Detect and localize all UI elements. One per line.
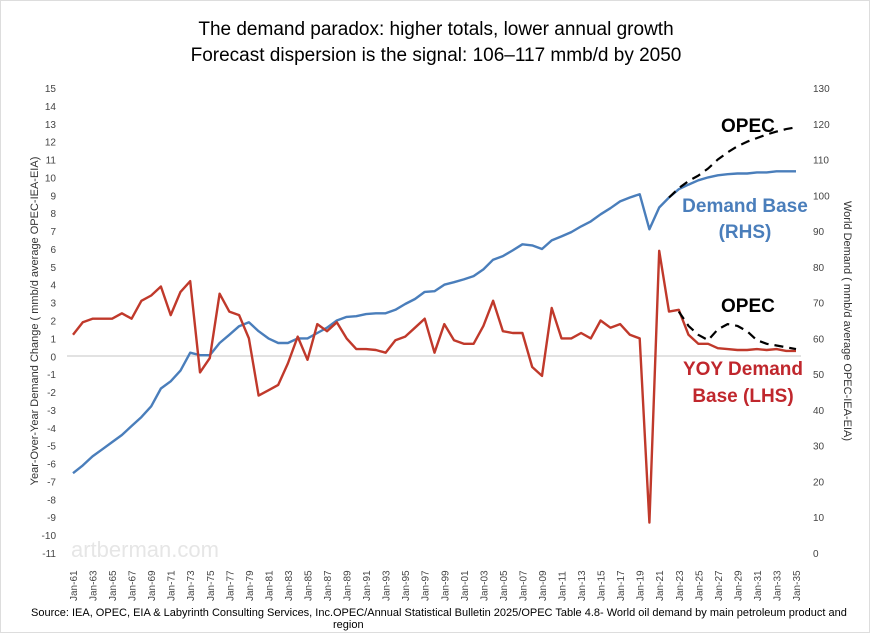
y-right-tick-label: 10 [813,513,825,524]
x-tick-label: Jan-97 [421,570,432,601]
x-tick-label: Jan-19 [636,570,647,601]
x-tick-label: Jan-07 [518,570,529,601]
y-right-tick-label: 130 [813,84,830,95]
x-tick-label: Jan-95 [401,570,412,601]
series-line-yoy-demand-base-lhs--left [72,249,796,524]
y-right-tick-label: 30 [813,442,825,453]
x-tick-label: Jan-65 [108,570,119,601]
y-right-tick-label: 20 [813,477,825,488]
x-tick-label: Jan-87 [323,570,334,601]
y-left-tick-label: -5 [47,442,56,453]
y-left-tick-label: -2 [47,388,56,399]
x-tick-label: Jan-15 [597,570,608,601]
annotation-demand-base-2: (RHS) [719,222,772,243]
x-tick-label: Jan-91 [362,570,373,601]
x-tick-label: Jan-63 [89,570,100,601]
y-left-tick-label: -10 [42,531,57,542]
y-left-tick-label: 14 [45,102,57,113]
y-right-tick-label: 110 [813,156,829,167]
y-right-tick-label: 50 [813,370,825,381]
y-right-tick-label: 90 [813,227,825,238]
x-tick-label: Jan-93 [382,570,393,601]
y-left-tick-label: 11 [46,156,57,167]
y-right-tick-label: 0 [813,549,819,560]
y-right-tick-label: 120 [813,120,830,131]
y-left-tick-label: 4 [50,281,56,292]
x-tick-label: Jan-25 [694,570,705,601]
x-tick-label: Jan-35 [792,570,803,601]
y-left-tick-label: -7 [47,477,56,488]
x-tick-label: Jan-09 [538,570,549,601]
y-left-tick-label: -11 [42,549,56,560]
x-tick-label: Jan-67 [128,570,139,601]
y-left-tick-label: 9 [50,191,56,202]
y-axis-right-label: World Demand ( mmb/d average OPEC-IEA-EI… [841,201,853,441]
x-tick-label: Jan-01 [460,570,471,601]
x-tick-label: Jan-79 [245,570,256,601]
x-tick-label: Jan-81 [264,570,275,601]
watermark: artberman.com [71,537,219,562]
x-tick-label: Jan-03 [479,570,490,601]
x-tick-label: Jan-27 [714,570,725,601]
x-tick-label: Jan-11 [558,571,569,601]
annotation-demand-base-1: Demand Base [682,196,808,217]
y-right-tick-label: 100 [813,191,830,202]
y-left-tick-label: -8 [47,495,56,506]
x-tick-label: Jan-13 [577,570,588,601]
chart-subtitle: Forecast dispersion is the signal: 106–1… [190,45,682,66]
x-tick-label: Jan-29 [733,570,744,601]
y-left-tick-label: -1 [47,370,56,381]
y-right-tick-label: 60 [813,334,825,345]
annotation-opec-lower: OPEC [721,296,775,317]
x-tick-label: Jan-69 [147,570,158,601]
annotation-opec-upper: OPEC [721,116,775,137]
y-left-tick-label: 3 [50,299,56,310]
y-left-tick-label: 7 [50,227,56,238]
x-tick-label: Jan-89 [343,570,354,601]
y-left-tick-label: -9 [47,513,56,524]
y-left-tick-label: -3 [47,406,56,417]
y-left-tick-label: 8 [50,209,56,220]
y-left-tick-label: 15 [45,84,57,95]
x-tick-label: Jan-23 [675,570,686,601]
chart-title: The demand paradox: higher totals, lower… [198,19,674,40]
x-tick-label: Jan-75 [206,570,217,601]
y-left-tick-label: -4 [47,424,56,435]
y-left-tick-label: 6 [50,245,56,256]
x-tick-label: Jan-21 [655,570,666,601]
y-left-tick-label: 1 [50,334,56,345]
y-right-tick-label: 70 [813,299,825,310]
x-tick-label: Jan-17 [616,570,627,601]
series-line-opec-left [677,310,797,351]
x-tick-label: Jan-73 [186,570,197,601]
y-left-tick-label: 10 [45,173,57,184]
source-left: Source: IEA, OPEC, EIA & Labyrinth Consu… [31,607,334,619]
x-tick-label: Jan-85 [303,570,314,601]
y-right-tick-label: 40 [813,406,825,417]
y-axis-left-label: Year-Over-Year Demand Change ( mmb/d ave… [29,157,41,486]
x-tick-label: Jan-71 [167,570,178,601]
y-left-tick-label: 12 [45,138,57,149]
x-tick-label: Jan-83 [284,570,295,601]
y-left-tick-label: 5 [50,263,56,274]
series-line-opec-right [668,126,797,199]
x-tick-label: Jan-31 [753,570,764,601]
source-right: OPEC/Annual Statistical Bulletin 2025/OP… [333,607,847,631]
x-tick-label: Jan-33 [772,570,783,601]
annotation-yoy-2: Base (LHS) [692,386,793,407]
y-right-tick-label: 80 [813,263,825,274]
x-tick-label: Jan-61 [69,570,80,601]
x-tick-label: Jan-05 [499,570,510,601]
annotation-yoy-1: YOY Demand [683,359,803,380]
y-left-tick-label: 13 [45,120,57,131]
x-tick-label: Jan-77 [225,570,236,601]
y-left-tick-label: 2 [50,317,56,328]
x-tick-label: Jan-99 [440,570,451,601]
y-left-tick-label: 0 [50,352,56,363]
y-left-tick-label: -6 [47,460,56,471]
